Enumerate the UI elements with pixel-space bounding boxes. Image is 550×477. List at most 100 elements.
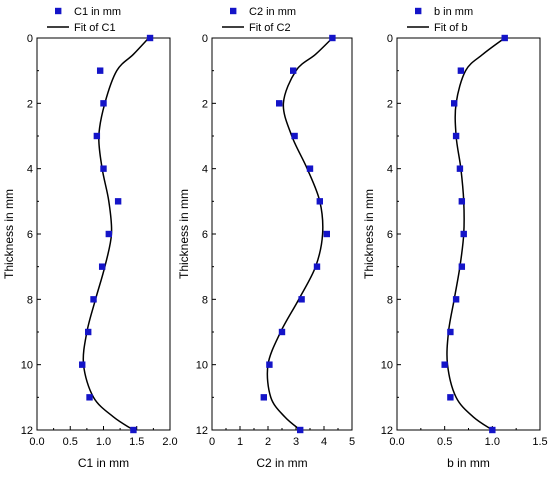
x-tick-label: 1.5 [129, 436, 144, 448]
chart-panel: 0.0 0.5 1.0 1.5 0 2 4 6 8 10 12 b in mm Thickness in… [362, 6, 548, 470]
data-point [146, 34, 154, 42]
legend-label-points: C1 in mm [74, 6, 121, 18]
data-point [276, 100, 283, 107]
legend-marker-points [55, 7, 62, 15]
legend-label-fit: Fit of C1 [74, 22, 116, 34]
data-point [306, 165, 314, 172]
data-point [501, 34, 508, 42]
data-point [105, 230, 113, 238]
data-point [79, 361, 86, 368]
x-tick-label: 0.5 [63, 436, 78, 448]
y-tick-label: 10 [21, 360, 33, 372]
data-point [313, 263, 321, 270]
y-tick-label: 2 [27, 98, 33, 110]
legend-label-points: b in mm [434, 6, 473, 18]
x-axis-label: C1 in mm [78, 456, 129, 470]
x-tick-label: 1 [237, 436, 243, 448]
x-tick-label: 5 [349, 436, 355, 448]
data-point [100, 165, 107, 172]
data-point [86, 394, 93, 401]
data-point [90, 296, 97, 303]
data-point [460, 230, 467, 238]
data-point [266, 361, 273, 368]
data-point [447, 394, 454, 401]
x-axis-label: b in mm [447, 456, 490, 470]
data-point [298, 296, 305, 303]
y-axis-label: Thickness in mm [2, 189, 16, 279]
data-point [85, 328, 92, 336]
y-tick-label: 0 [27, 33, 33, 45]
y-tick-label: 4 [387, 164, 393, 176]
data-point [458, 198, 466, 205]
data-point [297, 426, 304, 434]
legend-marker-points [230, 7, 237, 15]
data-point [451, 100, 458, 107]
y-tick-label: 0 [387, 33, 393, 45]
data-point [130, 426, 137, 434]
x-axis-label: C2 in mm [256, 456, 307, 470]
data-point [316, 198, 323, 205]
data-point [290, 67, 297, 74]
y-tick-label: 6 [202, 229, 208, 241]
plot-frame [211, 37, 353, 431]
x-tick-label: 1.0 [96, 436, 111, 448]
chart-panel: 0.0 0.5 1.0 1.5 2.0 0 2 4 6 8 10 12 C1 in mm Thicknes… [2, 6, 178, 470]
y-tick-label: 8 [27, 294, 33, 306]
data-point [452, 296, 460, 303]
y-tick-label: 12 [381, 425, 393, 437]
data-point [489, 426, 496, 434]
data-point [323, 230, 330, 238]
data-point [260, 394, 267, 401]
x-tick-label: 0.5 [437, 436, 452, 448]
y-tick-label: 6 [387, 229, 393, 241]
data-point [447, 328, 454, 336]
data-point [452, 132, 460, 140]
data-point [278, 328, 286, 336]
data-point [458, 263, 466, 270]
x-tick-label: 0.0 [389, 436, 404, 448]
data-point [457, 67, 465, 74]
data-point [100, 100, 107, 107]
y-tick-label: 8 [387, 294, 393, 306]
data-point [291, 132, 298, 140]
x-tick-label: 0 [209, 436, 215, 448]
y-tick-label: 2 [202, 98, 208, 110]
plot-frame [36, 37, 171, 431]
x-tick-label: 1.5 [532, 436, 547, 448]
y-tick-label: 4 [202, 164, 208, 176]
y-tick-label: 4 [27, 164, 33, 176]
x-tick-label: 0.0 [29, 436, 44, 448]
data-point [98, 263, 106, 270]
x-tick-label: 3 [293, 436, 299, 448]
y-tick-label: 10 [381, 360, 393, 372]
fit-line-series [446, 37, 506, 431]
data-point [96, 67, 104, 74]
legend-label-fit: Fit of b [434, 22, 468, 34]
y-tick-label: 10 [196, 360, 208, 372]
data-point [441, 361, 448, 368]
y-tick-label: 0 [202, 33, 208, 45]
x-tick-label: 2.0 [162, 436, 177, 448]
y-axis-label: Thickness in mm [362, 189, 376, 279]
x-tick-label: 2 [265, 436, 271, 448]
y-tick-label: 12 [196, 425, 208, 437]
legend-label-fit: Fit of C2 [249, 22, 291, 34]
y-tick-label: 6 [27, 229, 33, 241]
legend-marker-points [415, 7, 422, 15]
plot-frame [396, 37, 541, 431]
data-point [329, 34, 336, 42]
y-tick-label: 8 [202, 294, 208, 306]
x-tick-label: 1.0 [485, 436, 500, 448]
legend-label-points: C2 in mm [249, 6, 296, 18]
fit-line-series [266, 37, 333, 431]
y-axis-label: Thickness in mm [177, 189, 191, 279]
data-point [93, 132, 101, 140]
data-point [456, 165, 464, 172]
data-point [114, 198, 122, 205]
y-tick-label: 2 [387, 98, 393, 110]
fit-line-series [82, 37, 150, 431]
y-tick-label: 12 [21, 425, 33, 437]
